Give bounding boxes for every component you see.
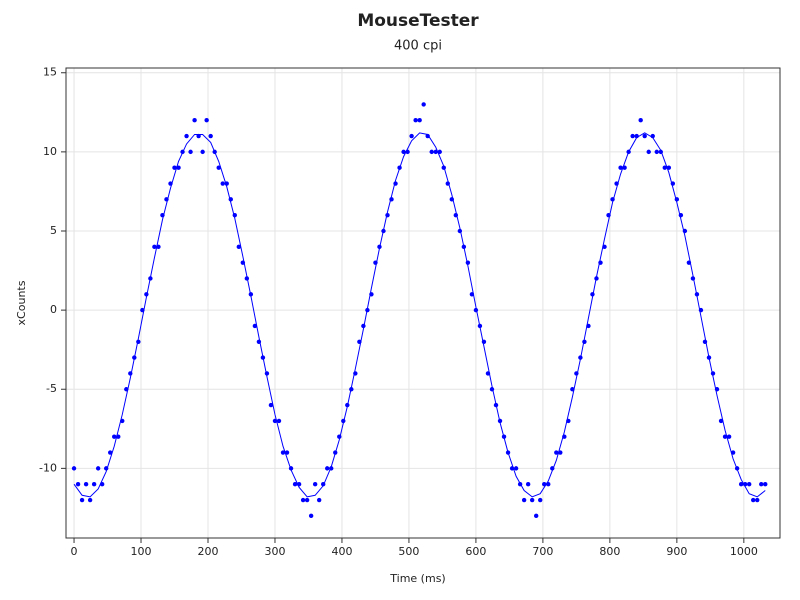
x-axis-label: Time (ms) <box>389 572 445 585</box>
data-point <box>409 133 414 139</box>
data-point <box>554 450 559 455</box>
data-point <box>533 513 539 519</box>
y-tick-label: 15 <box>43 66 57 79</box>
y-tick-label: -10 <box>39 461 57 474</box>
data-point <box>216 165 221 170</box>
x-tick-label: 200 <box>197 545 218 558</box>
y-tick-label: 10 <box>43 145 57 158</box>
y-axis-label: xCounts <box>15 280 28 325</box>
data-point <box>252 323 258 329</box>
chart-title: MouseTester <box>357 11 479 31</box>
data-point <box>91 481 97 487</box>
smoothed-line <box>73 132 766 498</box>
data-point <box>152 244 157 250</box>
data-point <box>236 244 242 250</box>
data-point <box>71 466 77 471</box>
data-point <box>79 497 85 503</box>
data-point <box>429 149 434 155</box>
data-point <box>75 481 81 487</box>
data-point <box>738 481 744 487</box>
x-tick-label: 100 <box>131 545 152 558</box>
y-tick-label: -5 <box>46 382 57 395</box>
chart-subtitle: 400 cpi <box>394 39 442 54</box>
data-point <box>755 497 760 503</box>
data-point <box>308 513 314 519</box>
data-point <box>200 149 205 155</box>
data-point <box>268 402 274 408</box>
data-point <box>654 149 659 155</box>
data-point <box>87 497 93 503</box>
x-tick-label: 0 <box>71 545 78 558</box>
data-point <box>300 497 306 503</box>
data-point <box>280 450 286 455</box>
data-point <box>759 481 764 487</box>
data-point <box>630 133 635 139</box>
data-point <box>172 165 177 170</box>
x-tick-label: 800 <box>599 545 620 558</box>
x-tick-label: 300 <box>264 545 285 558</box>
data-point <box>112 434 117 439</box>
data-point <box>95 466 101 471</box>
data-point <box>292 481 298 487</box>
data-point <box>220 181 225 186</box>
data-point <box>638 118 643 123</box>
data-point <box>316 497 322 503</box>
data-point <box>188 149 193 155</box>
data-point <box>276 418 282 424</box>
data-point <box>642 133 647 139</box>
data-point <box>746 481 752 487</box>
data-point <box>751 497 756 503</box>
y-tick-label: 5 <box>50 224 57 237</box>
x-tick-label: 900 <box>666 545 687 558</box>
data-point <box>325 466 330 471</box>
data-point <box>646 149 651 155</box>
data-point <box>525 481 531 487</box>
data-point <box>662 165 667 170</box>
data-point <box>204 118 209 123</box>
data-point <box>184 133 189 139</box>
data-point <box>763 481 768 487</box>
data-point <box>192 118 197 123</box>
x-tick-label: 1000 <box>730 545 758 558</box>
x-tick-label: 500 <box>398 545 419 558</box>
data-point <box>108 450 113 455</box>
data-point <box>529 497 535 503</box>
x-tick-label: 400 <box>331 545 352 558</box>
data-point <box>208 133 213 139</box>
data-point <box>421 102 426 107</box>
data-point <box>538 497 543 503</box>
y-tick-label: 0 <box>50 303 57 316</box>
data-point <box>726 434 732 439</box>
x-tick-label: 700 <box>532 545 553 558</box>
data-point <box>83 481 89 487</box>
data-point <box>417 118 422 123</box>
plot-frame <box>65 67 781 539</box>
data-point <box>618 165 623 170</box>
data-point <box>521 497 527 503</box>
data-point <box>304 497 310 503</box>
data-point <box>312 481 318 487</box>
data-point <box>425 133 430 139</box>
data-point <box>513 466 519 471</box>
data-point <box>413 118 418 123</box>
x-tick-label: 600 <box>465 545 486 558</box>
data-point <box>401 149 406 155</box>
